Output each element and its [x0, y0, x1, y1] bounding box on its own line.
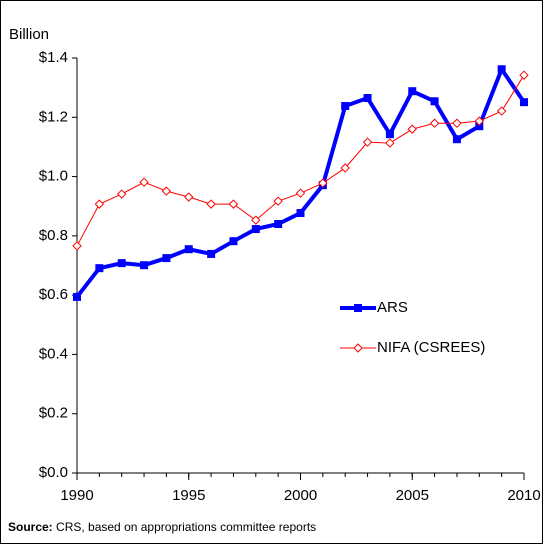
x-tick-label: 2005 [396, 487, 429, 504]
point [274, 220, 283, 228]
point [430, 97, 439, 106]
point [140, 261, 149, 270]
y-tick-label: $1.0 [39, 168, 68, 185]
point [184, 245, 193, 254]
point [95, 264, 104, 273]
x-tick-label: 1995 [172, 487, 205, 504]
y-tick-label: $0.6 [39, 286, 68, 303]
point [162, 254, 171, 263]
point [407, 124, 417, 134]
point [229, 237, 238, 246]
point [139, 177, 149, 187]
point [228, 199, 239, 209]
point [184, 192, 194, 202]
source-text: CRS, based on appropriations committee r… [56, 520, 316, 534]
point [496, 106, 507, 116]
legend-marker [353, 343, 363, 353]
legend-marker [354, 304, 362, 312]
point [251, 215, 261, 225]
point [341, 102, 350, 111]
point [116, 189, 127, 199]
point [520, 98, 528, 107]
point [408, 87, 417, 96]
point [273, 196, 283, 206]
point [362, 137, 373, 147]
point [318, 178, 328, 188]
point [251, 225, 260, 234]
point [452, 118, 462, 128]
point [385, 130, 394, 139]
x-tick-label: 2010 [507, 487, 540, 504]
source-label: Source: [8, 520, 53, 534]
point [161, 186, 172, 196]
point [295, 188, 306, 198]
point [474, 116, 485, 126]
point [429, 118, 440, 128]
source: Source: CRS, based on appropriations com… [8, 520, 316, 534]
point [519, 70, 529, 80]
legend-label: NIFA (CSREES) [377, 339, 485, 356]
y-tick-label: $1.4 [39, 49, 68, 66]
y-tick-label: $0.4 [39, 345, 68, 362]
point [497, 65, 506, 74]
y-tick-label: $0.2 [39, 405, 68, 422]
y-tick-label: $0.8 [39, 227, 68, 244]
point [207, 249, 216, 258]
y-axis-label: Billion [9, 26, 49, 43]
y-tick-label: $0.0 [39, 464, 68, 481]
point [475, 122, 484, 131]
point [73, 292, 81, 301]
x-tick-label: 1990 [60, 487, 93, 504]
y-tick-label: $1.2 [39, 108, 68, 125]
x-tick-label: 2000 [284, 487, 317, 504]
point [340, 163, 350, 173]
point [296, 209, 305, 218]
point [117, 259, 126, 268]
point [94, 199, 105, 209]
point [72, 241, 82, 251]
legend-label: ARS [377, 299, 408, 316]
point [363, 94, 372, 103]
point [385, 138, 395, 148]
point [206, 199, 216, 209]
point [452, 135, 461, 144]
